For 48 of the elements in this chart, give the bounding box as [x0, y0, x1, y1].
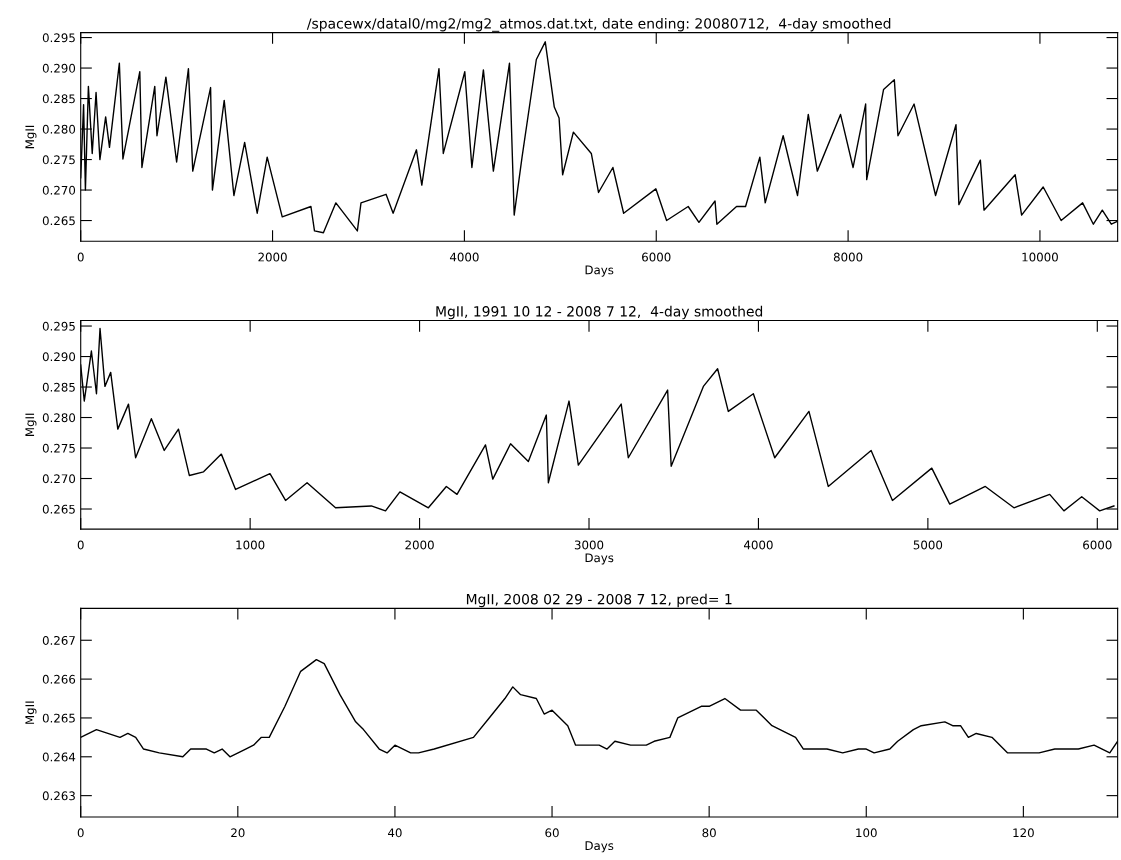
chart-title: /spacewx/datal0/mg2/mg2_atmos.dat.txt, date ending: 20080712, 4-day smoothed	[306, 17, 891, 32]
y-tick-label: 0.265	[42, 504, 75, 514]
y-axis-title: MgII	[25, 701, 37, 724]
x-tick-label: 2000	[405, 540, 434, 550]
y-tick-label: 0.285	[42, 382, 75, 392]
y-tick-label: 0.265	[42, 216, 75, 226]
chart-title: MgII, 2008 02 29 - 2008 7 12, pred= 1	[466, 593, 732, 608]
y-tick-label: 0.285	[42, 94, 75, 104]
x-tick-label: 10000	[1022, 252, 1058, 262]
x-tick-label: 40	[388, 828, 402, 838]
x-tick-label: 4000	[744, 540, 773, 550]
x-tick-label: 80	[702, 828, 716, 838]
y-tick-label: 0.290	[42, 352, 76, 362]
y-tick-label: 0.280	[42, 413, 76, 423]
y-tick-label: 0.295	[42, 321, 75, 331]
x-axis-title: Days	[585, 553, 614, 565]
x-tick-label: 3000	[574, 540, 604, 550]
y-tick-label: 0.266	[42, 674, 76, 684]
chart-title: MgII, 1991 10 12 - 2008 7 12, 4-day smoothed	[436, 305, 763, 320]
y-axis-title: MgII	[25, 413, 37, 436]
y-tick-label: 0.270	[42, 185, 76, 195]
x-tick-label: 1000	[236, 540, 265, 550]
x-tick-label: 60	[545, 828, 559, 838]
x-tick-label: 6000	[642, 252, 671, 262]
y-tick-label: 0.263	[42, 791, 75, 801]
x-axis-title: Days	[585, 841, 614, 853]
x-tick-label: 0	[77, 252, 84, 262]
y-axis-title: MgII	[25, 125, 37, 149]
x-tick-label: 100	[856, 828, 877, 838]
y-tick-label: 0.265	[42, 713, 75, 723]
y-tick-label: 0.270	[42, 474, 76, 484]
y-tick-label: 0.290	[42, 63, 76, 73]
x-tick-label: 0	[77, 540, 84, 550]
y-tick-label: 0.295	[42, 33, 75, 43]
x-tick-label: 120	[1013, 828, 1034, 838]
y-tick-label: 0.267	[42, 635, 75, 645]
y-tick-label: 0.264	[42, 752, 76, 762]
x-tick-label: 2000	[258, 252, 287, 262]
x-tick-label: 6000	[1083, 540, 1112, 550]
x-tick-label: 5000	[913, 540, 943, 550]
x-axis-title: Days	[585, 265, 614, 277]
x-tick-label: 0	[77, 828, 84, 838]
y-tick-label: 0.280	[42, 124, 76, 134]
y-tick-label: 0.275	[42, 155, 75, 165]
x-tick-label: 4000	[449, 252, 479, 262]
x-tick-label: 8000	[833, 252, 863, 262]
x-tick-label: 20	[231, 828, 245, 838]
y-tick-label: 0.275	[42, 443, 75, 453]
